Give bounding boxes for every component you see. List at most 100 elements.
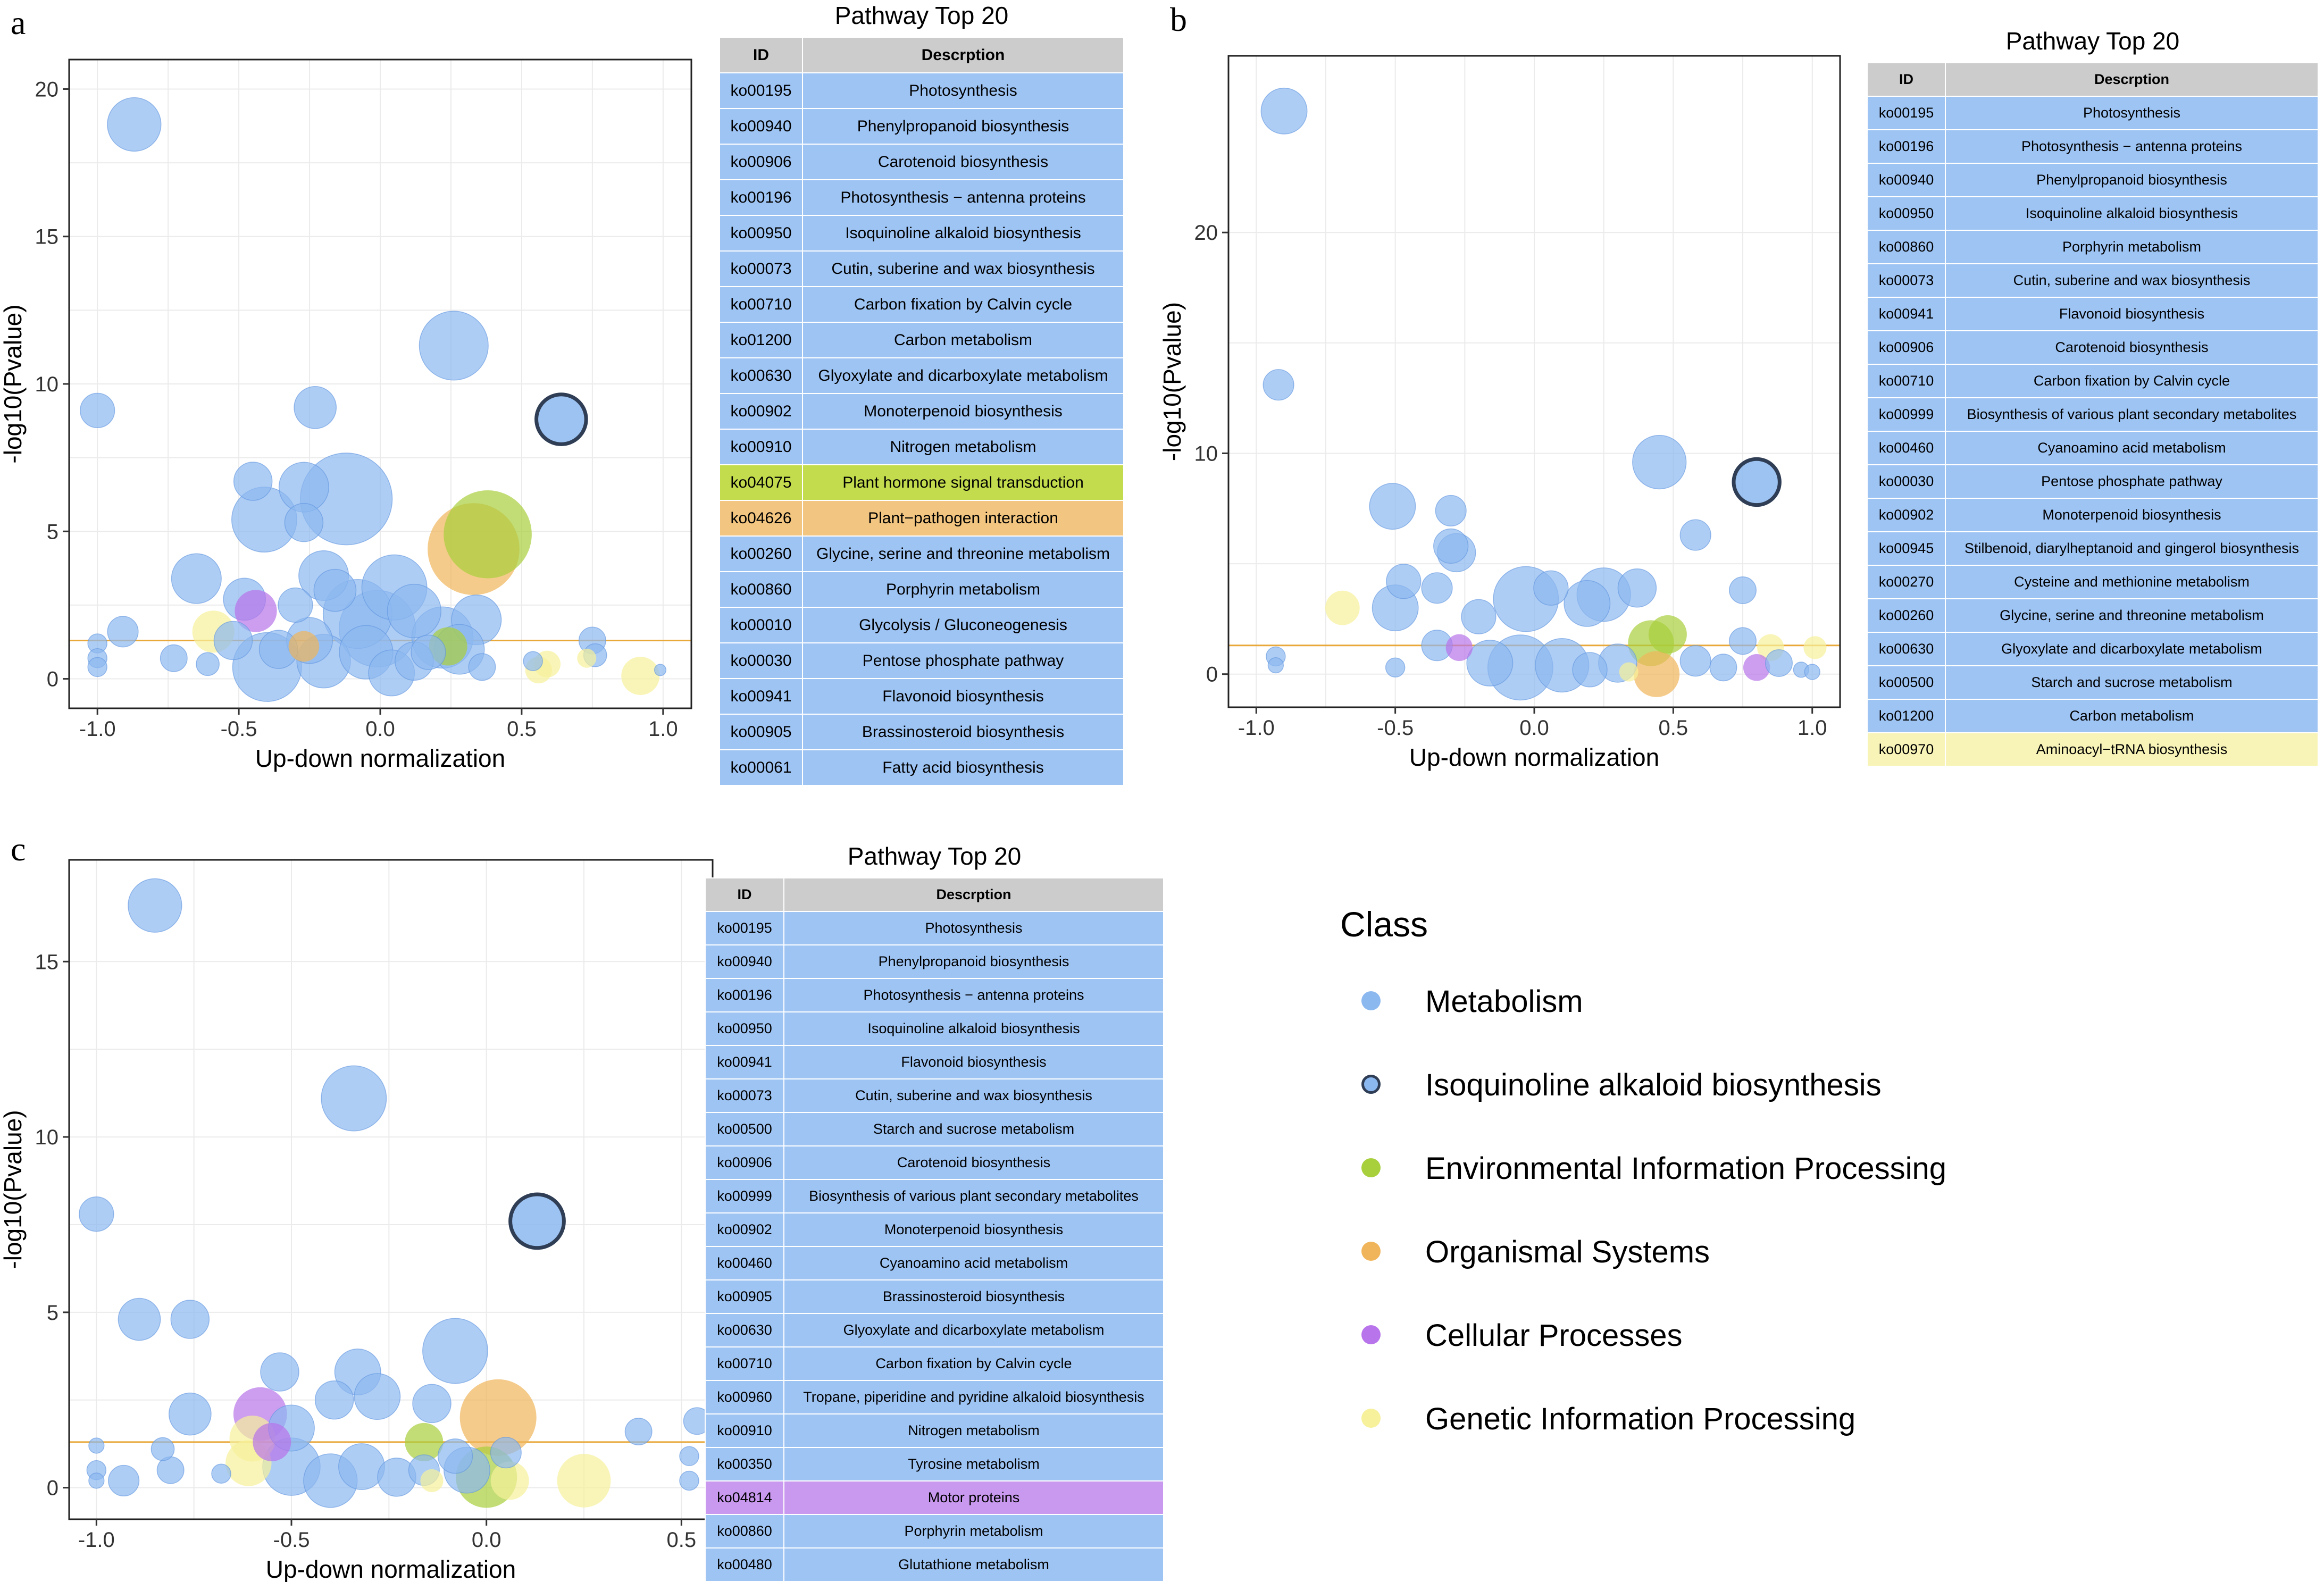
chart-b-xtick-label: -0.5 [1377, 716, 1414, 740]
table-row: ko00196 Photosynthesis − antenna proteins [719, 179, 1124, 216]
chart-b-ytick-label: 10 [1194, 442, 1218, 465]
chart-b-point-metabolism [1729, 576, 1757, 604]
chart-b-point-metabolism [1679, 519, 1711, 551]
chart-c-point-metabolism [490, 1437, 522, 1469]
chart-a-point-metabolism [411, 634, 446, 670]
chart-b-point-genetic [1325, 590, 1360, 625]
pathway-description: Cutin, suberine and wax biosynthesis [802, 250, 1124, 287]
header-id: ID [1867, 62, 1946, 97]
chart-b-ytick-label: 20 [1194, 221, 1218, 245]
pathway-id: ko00970 [1867, 732, 1946, 767]
legend-label: Metabolism [1425, 984, 1583, 1019]
chart-c-point-genetic [420, 1469, 444, 1493]
pathway-description: Phenylpropanoid biosynthesis [802, 108, 1124, 145]
pathway-id: ko00906 [1867, 330, 1946, 365]
table-row: ko01200 Carbon metabolism [1867, 699, 2319, 733]
chart-b-point-metabolism [1709, 654, 1737, 682]
table-title-a: Pathway Top 20 [834, 2, 1009, 29]
chart-b-point-genetic [1803, 636, 1827, 659]
pathway-id: ko00941 [1867, 297, 1946, 331]
chart-a-xtick-label: 0.0 [365, 717, 395, 741]
scatter-chart-c: -1.0 -0.5 0.0 0.5 0 5 10 15 Up-down normalizatio… [0, 859, 714, 1582]
pathway-id: ko00260 [1867, 598, 1946, 633]
chart-b-point-metabolism [1385, 657, 1406, 678]
table-row: ko00073 Cutin, suberine and wax biosynthe… [705, 1078, 1164, 1113]
chart-b-xtick-label: 1.0 [1798, 716, 1827, 740]
legend-dot-icon [1361, 1409, 1381, 1428]
pathway-id: ko01200 [1867, 699, 1946, 733]
pathway-description: Brassinosteroid biosynthesis [783, 1279, 1164, 1314]
chart-c-point-organismal [459, 1379, 537, 1456]
pathway-id: ko00630 [705, 1313, 784, 1347]
chart-b-point-metabolism [1435, 495, 1467, 526]
chart-b-point-environmental [1648, 615, 1687, 654]
table-row: ko00999 Biosynthesis of various plant sec… [705, 1179, 1164, 1213]
pathway-table-a: ID Descrption ko00195 Photosynthesis ko00940… [719, 37, 1124, 786]
pathway-id: ko00941 [719, 678, 803, 715]
chart-b-point-metabolism [1729, 627, 1757, 655]
table-row: ko00945 Stilbenoid, diarylheptanoid and g… [1867, 531, 2319, 566]
legend-dot-icon [1361, 1325, 1381, 1344]
chart-c-point-metabolism [437, 1438, 473, 1474]
pathway-description: Cutin, suberine and wax biosynthesis [1945, 263, 2319, 298]
pathway-description: Cysteine and methionine metabolism [1945, 565, 2319, 599]
pathway-description: Photosynthesis − antenna proteins [783, 978, 1164, 1012]
pathway-description: Porphyrin metabolism [1945, 230, 2319, 264]
pathway-id: ko00630 [1867, 632, 1946, 666]
pathway-description: Starch and sucrose metabolism [1945, 665, 2319, 700]
pathway-id: ko00902 [705, 1212, 784, 1247]
table-row: ko00941 Flavonoid biosynthesis [719, 678, 1124, 715]
chart-b-point-metabolism [1804, 664, 1820, 680]
table-row: ko00260 Glycine, serine and threonine met… [719, 535, 1124, 572]
chart-b-xlabel: Up-down normalization [1409, 743, 1659, 771]
table-row: ko00073 Cutin, suberine and wax biosynthe… [1867, 263, 2319, 298]
pathway-id: ko00030 [719, 642, 803, 679]
table-row: ko00950 Isoquinoline alkaloid biosynthesi… [719, 215, 1124, 252]
chart-c-point-genetic [557, 1454, 611, 1508]
chart-b-point-metabolism [1386, 564, 1422, 599]
table-row: ko00630 Glyoxylate and dicarboxylate meta… [1867, 632, 2319, 666]
table-row: ko00860 Porphyrin metabolism [705, 1514, 1164, 1548]
chart-c-point-metabolism [260, 1352, 299, 1392]
pathway-id: ko00195 [719, 72, 803, 109]
pathway-description: Carbon fixation by Calvin cycle [802, 286, 1124, 323]
pathway-description: Carotenoid biosynthesis [783, 1145, 1164, 1180]
chart-c-point-metabolism [88, 1472, 105, 1489]
pathway-description: Monoterpenoid biosynthesis [1945, 498, 2319, 532]
chart-a-xtick-label: -0.5 [221, 717, 257, 741]
pathway-description: Phenylpropanoid biosynthesis [783, 944, 1164, 979]
pathway-description: Cyanoamino acid metabolism [1945, 431, 2319, 465]
chart-b-point-metabolism [1632, 434, 1687, 490]
chart-b-point-metabolism [1267, 657, 1284, 674]
chart-b-point-metabolism [1421, 572, 1453, 604]
table-row: ko00906 Carotenoid biosynthesis [705, 1145, 1164, 1180]
pathway-description: Aminoacyl−tRNA biosynthesis [1945, 732, 2319, 767]
chart-b-ytick-label: 0 [1206, 663, 1218, 687]
table-row: ko00061 Fatty acid biosynthesis [719, 749, 1124, 786]
pathway-description: Tyrosine metabolism [783, 1447, 1164, 1481]
pathway-id: ko04814 [705, 1480, 784, 1515]
chart-c-point-metabolism [679, 1446, 699, 1467]
table-title-c: Pathway Top 20 [847, 842, 1022, 870]
pathway-description: Brassinosteroid biosynthesis [802, 714, 1124, 750]
header-id: ID [705, 877, 784, 912]
pathway-id: ko00902 [719, 393, 803, 430]
header-description: Descrption [802, 37, 1124, 73]
chart-c-plot-bg [69, 860, 713, 1519]
chart-b-xtick-label: 0.0 [1519, 716, 1549, 740]
table-row: ko00195 Photosynthesis [719, 72, 1124, 109]
table-row: ko00710 Carbon fixation by Calvin cycle [1867, 364, 2319, 398]
pathway-id: ko00940 [719, 108, 803, 145]
pathway-description: Cyanoamino acid metabolism [783, 1246, 1164, 1280]
chart-c-ytick-label: 5 [47, 1301, 58, 1325]
chart-a-ytick-label: 5 [47, 520, 58, 543]
table-header-row: ID Descrption [719, 37, 1124, 73]
table-row: ko00710 Carbon fixation by Calvin cycle [719, 286, 1124, 323]
table-row: ko00195 Photosynthesis [705, 911, 1164, 945]
pathway-id: ko00999 [705, 1179, 784, 1213]
pathway-id: ko00710 [719, 286, 803, 323]
table-row: ko00902 Monoterpenoid biosynthesis [705, 1212, 1164, 1247]
chart-c-point-metabolism [151, 1437, 175, 1461]
pathway-id: ko04626 [719, 500, 803, 537]
pathway-description: Fatty acid biosynthesis [802, 749, 1124, 786]
